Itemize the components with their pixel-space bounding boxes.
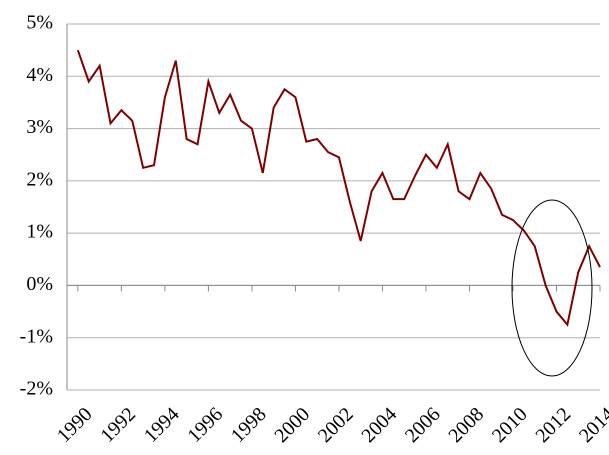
x-tick-label: 2006 (401, 403, 445, 447)
x-tick-label: 2014 (575, 403, 609, 447)
y-tick-label: 3% (26, 116, 53, 138)
x-tick-label: 2008 (444, 403, 488, 447)
x-tick-label: 2012 (531, 403, 575, 447)
y-tick-label: 1% (26, 221, 53, 243)
y-tick-label: -1% (20, 325, 53, 347)
x-tick-label: 1998 (227, 403, 271, 447)
x-tick-label: 1990 (53, 403, 97, 447)
y-tick-label: 5% (26, 12, 53, 34)
x-tick-label: 2000 (270, 403, 314, 447)
data-line (76, 49, 601, 327)
y-tick-label: 2% (26, 168, 53, 190)
x-tick-label: 2004 (357, 403, 401, 447)
y-tick-label: 0% (26, 273, 53, 295)
x-tick-label: 1994 (140, 403, 184, 447)
x-tick-label: 2010 (488, 403, 532, 447)
x-tick-label: 1992 (96, 403, 140, 447)
y-tick-label: 4% (26, 64, 53, 86)
x-tick-label: 1996 (183, 403, 227, 447)
plot: -2%-1%0%1%2%3%4%5%1990 1992 1994 1996 1998 20… (20, 12, 609, 447)
x-tick-label: 2002 (314, 403, 358, 447)
highlight-ellipse (511, 199, 593, 377)
y-tick-label: -2% (20, 378, 53, 400)
